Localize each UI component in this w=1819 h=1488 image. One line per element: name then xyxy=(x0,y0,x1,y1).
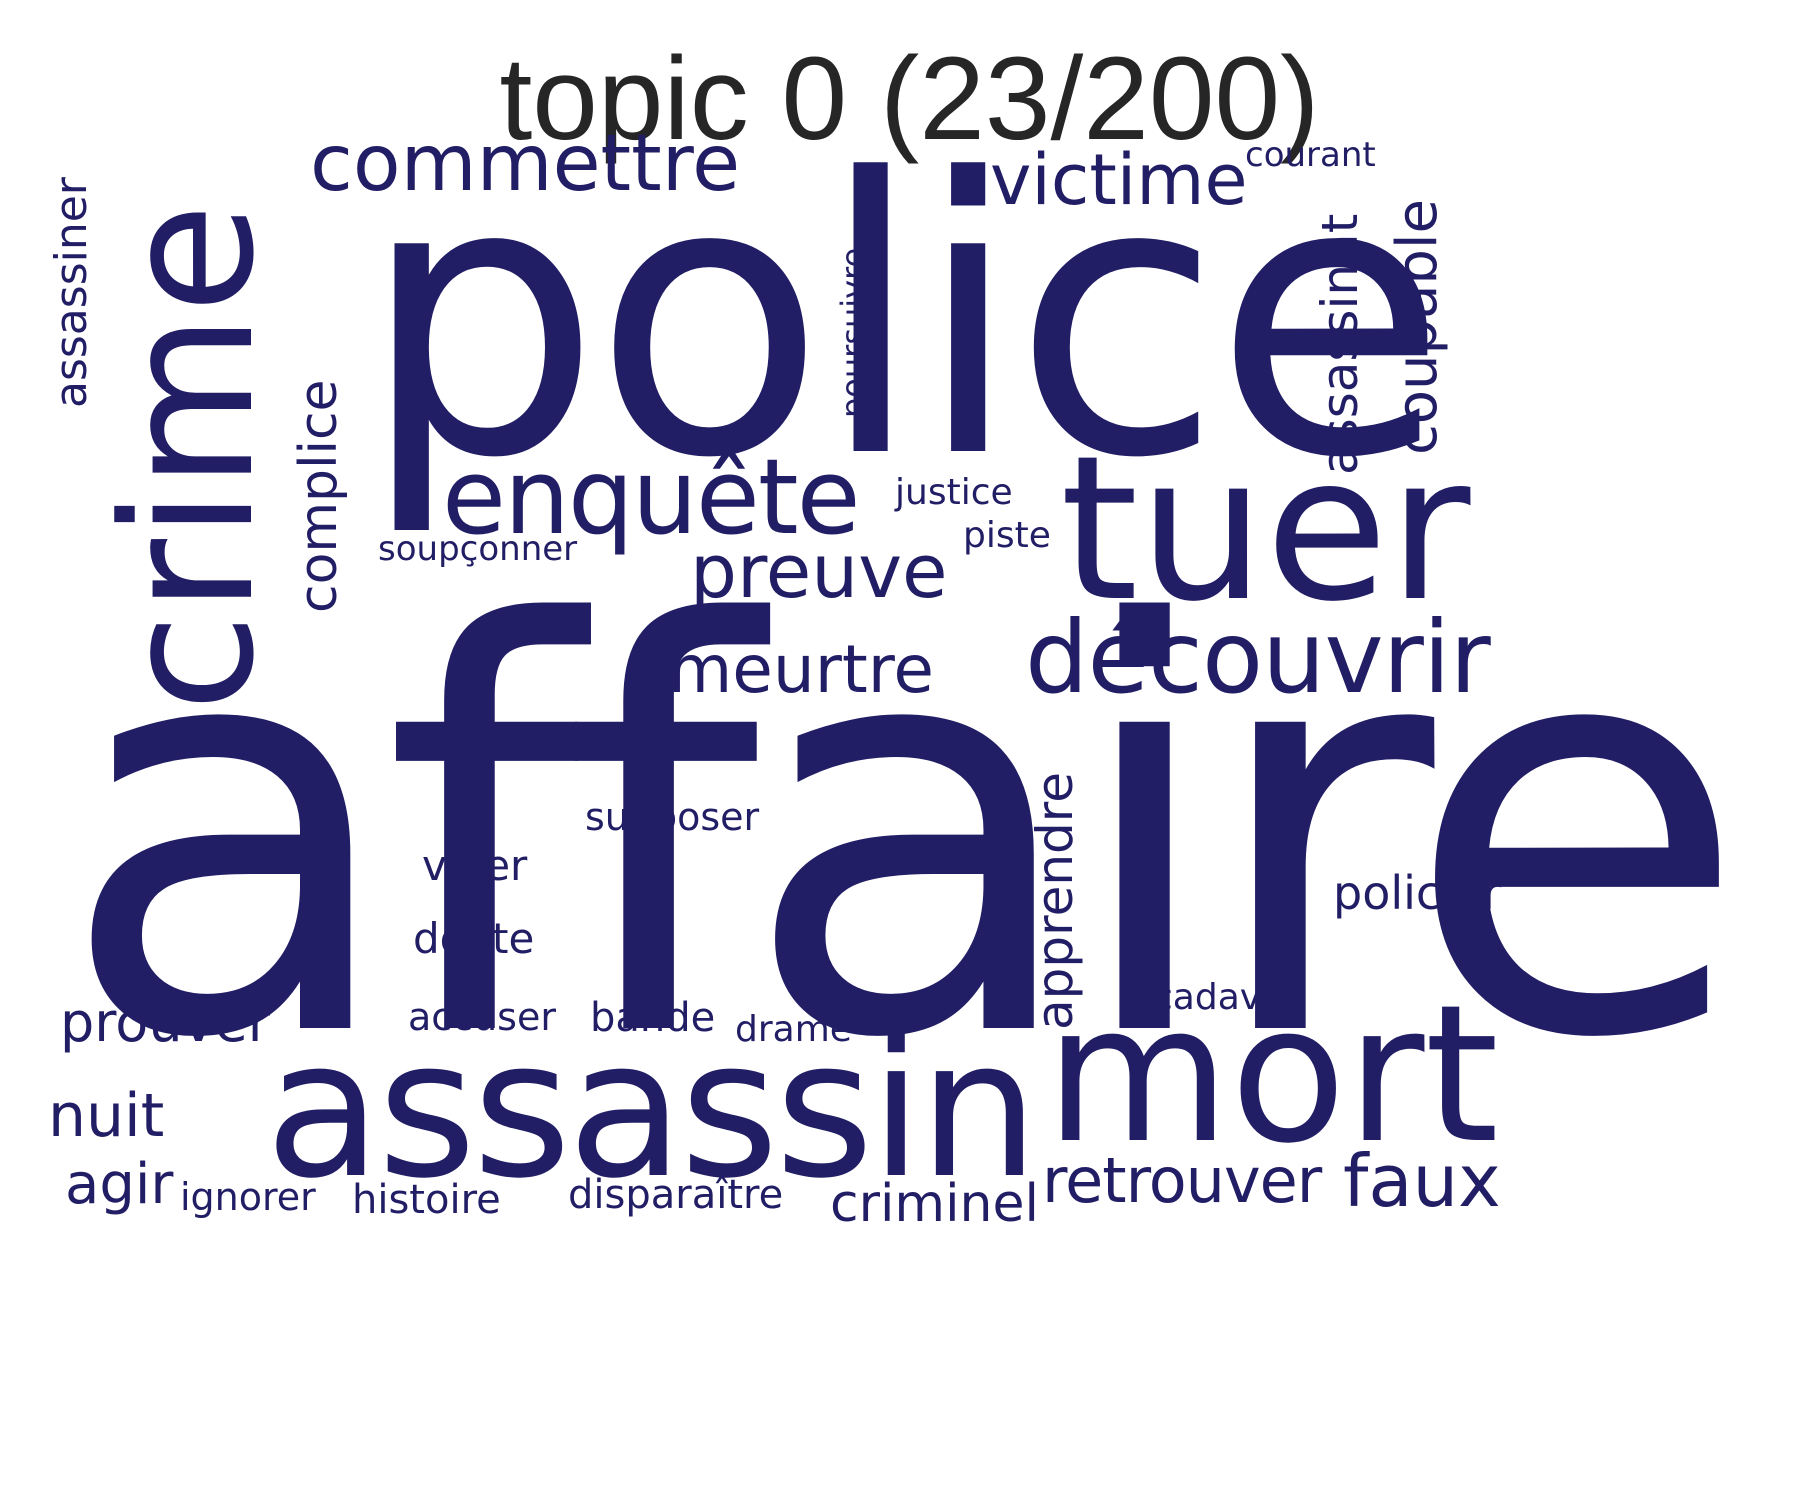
word-faux: faux xyxy=(1343,1139,1501,1223)
word-voler: voler xyxy=(422,841,528,890)
word-histoire: histoire xyxy=(352,1177,501,1223)
word-policier: policier xyxy=(1333,866,1502,920)
word-mort: mort xyxy=(1045,964,1499,1185)
word-drame: drame xyxy=(735,1009,852,1050)
word-enquete: enquête xyxy=(442,436,861,558)
word-vol: vol xyxy=(308,897,357,960)
word-doute: doute xyxy=(413,914,535,963)
word-affaire: affaire xyxy=(58,509,1749,1161)
word-disparaitre: disparaître xyxy=(568,1172,784,1218)
page-title: topic 0 (23/200) xyxy=(499,33,1320,165)
word-justice: justice xyxy=(895,472,1013,513)
word-apprendre: apprendre xyxy=(1026,772,1084,1030)
word-assassiner: assassiner xyxy=(46,177,97,408)
word-meurtre: meurtre xyxy=(668,631,935,708)
word-retrouver: retrouver xyxy=(1042,1144,1322,1217)
word-prouver: prouver xyxy=(60,991,270,1054)
word-victime: victime xyxy=(990,139,1248,221)
word-supposer: supposer xyxy=(585,795,760,839)
word-poursuivre: poursuivre xyxy=(834,247,872,418)
word-agir: agir xyxy=(65,1152,174,1217)
word-cadavre: cadavre xyxy=(1153,977,1298,1018)
word-piste: piste xyxy=(963,515,1051,556)
word-accuser: accuser xyxy=(408,995,556,1039)
word-crime: crime xyxy=(85,202,294,712)
word-criminel: criminel xyxy=(830,1174,1039,1234)
word-police: police xyxy=(360,98,1448,541)
word-soupconner: soupçonner xyxy=(378,529,578,569)
word-decouvrir: découvrir xyxy=(1025,599,1491,716)
word-nuit: nuit xyxy=(48,1081,165,1151)
word-commettre: commettre xyxy=(310,119,741,209)
word-tuer: tuer xyxy=(1060,413,1471,646)
word-ignorer: ignorer xyxy=(180,1175,316,1219)
word-assassinat: assassinat xyxy=(1311,213,1369,475)
word-complice: complice xyxy=(289,379,349,613)
word-preuve: preuve xyxy=(690,529,948,615)
word-courant: courant xyxy=(1245,135,1376,175)
word-assassin: assassin xyxy=(265,999,1039,1220)
word-bande: bande xyxy=(590,995,716,1041)
word-coupable: coupable xyxy=(1385,199,1450,455)
